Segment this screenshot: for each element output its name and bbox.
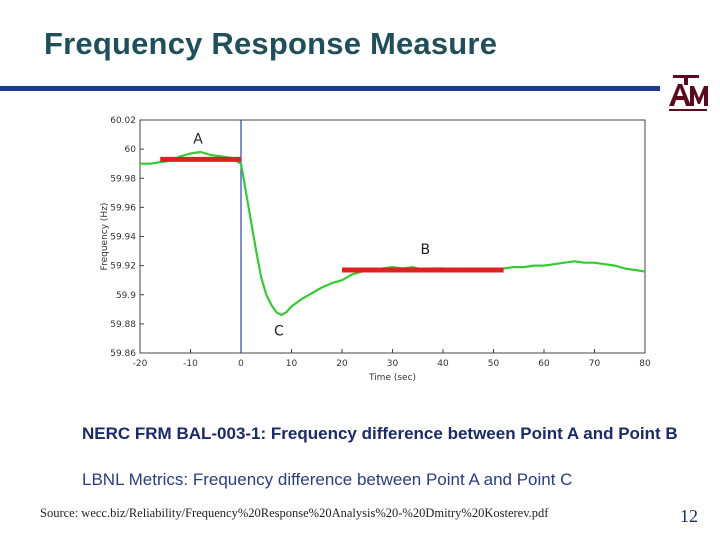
chart-svg: -20 -10 0 10 20 30 40 50 60 70 80 59.86 59.88 59.9 59.… <box>100 116 651 383</box>
y-tick-label: 59.9 <box>116 291 136 301</box>
x-tick-label: 30 <box>387 359 399 369</box>
university-logo <box>669 75 708 111</box>
caption-lbnl: LBNL Metrics: Frequency difference betwe… <box>82 470 573 489</box>
x-axis-label: Time (sec) <box>368 373 416 383</box>
title-divider <box>0 86 660 91</box>
x-tick-label: -10 <box>183 359 198 369</box>
y-tick-label: 59.92 <box>110 262 136 272</box>
y-axis-label: Frequency (Hz) <box>100 203 110 271</box>
y-tick-label: 59.96 <box>110 203 136 213</box>
point-label-a: A <box>193 131 203 147</box>
point-label-c: C <box>274 324 284 340</box>
y-tick-label: 59.94 <box>110 233 136 243</box>
frequency-chart: -20 -10 0 10 20 30 40 50 60 70 80 59.86 59.88 59.9 59.… <box>95 112 655 387</box>
x-tick-label: 0 <box>238 359 244 369</box>
point-label-b: B <box>421 242 431 258</box>
y-tick-label: 59.98 <box>110 174 136 184</box>
x-tick-label: -20 <box>133 359 148 369</box>
x-tick-label: 40 <box>437 359 449 369</box>
slide-title: Frequency Response Measure <box>44 26 498 61</box>
x-tick-label: 50 <box>488 359 500 369</box>
y-tick-label: 60 <box>125 145 137 155</box>
x-tick-label: 60 <box>538 359 550 369</box>
source-citation: Source: wecc.biz/Reliability/Frequency%2… <box>40 506 549 520</box>
y-tick-label: 59.88 <box>110 320 136 330</box>
caption-nerc: NERC FRM BAL-003-1: Frequency difference… <box>82 424 678 443</box>
y-tick-label: 60.02 <box>110 116 136 126</box>
x-tick-label: 20 <box>336 359 348 369</box>
y-tick-label: 59.86 <box>110 349 136 359</box>
page-number: 12 <box>680 506 698 526</box>
x-tick-label: 10 <box>286 359 298 369</box>
x-tick-label: 70 <box>589 359 601 369</box>
x-tick-label: 80 <box>639 359 651 369</box>
